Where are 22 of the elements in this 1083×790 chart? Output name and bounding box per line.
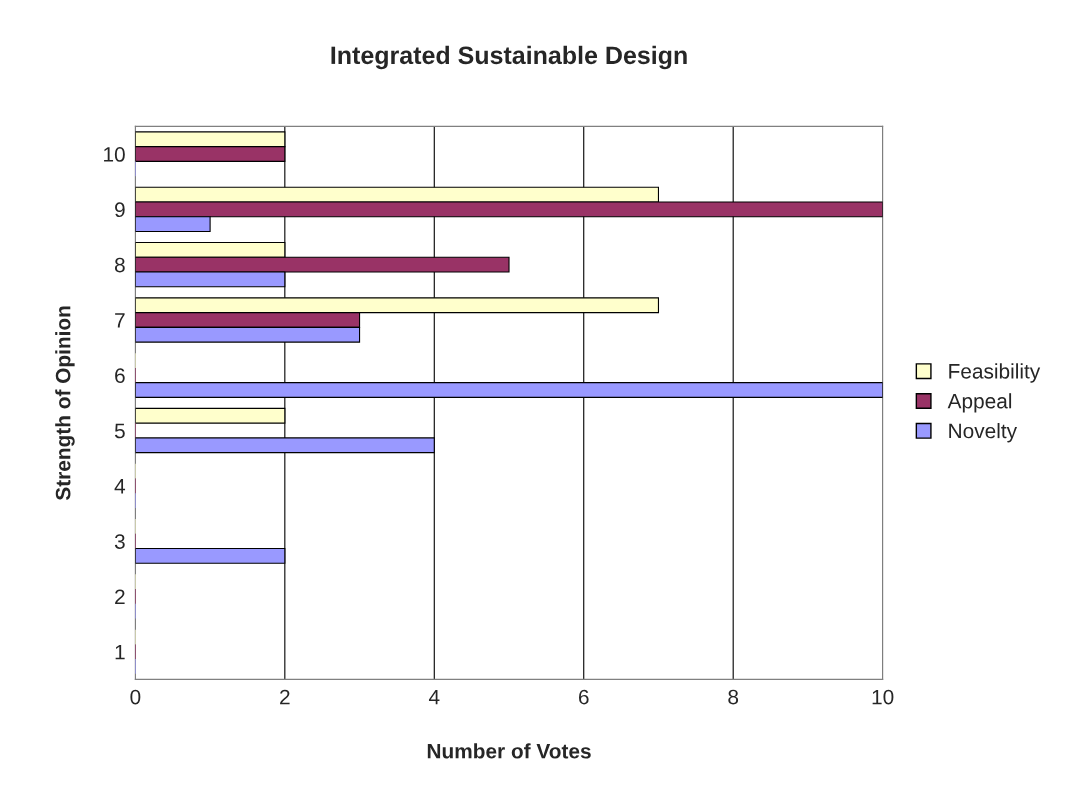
y-tick-label: 3 [114,534,125,549]
x-tick-label: 4 [428,689,440,705]
y-tick-label: 5 [114,423,125,439]
y-tick-label: 4 [114,479,126,494]
y-tick-label: 6 [115,368,125,383]
y-tick-label: 9 [115,202,125,218]
legend-label: Appeal [947,393,1012,413]
chart-title: Integrated Sustainable Design [331,45,687,70]
legend-label: Novelty [949,423,1018,443]
x-tick-label: 6 [579,689,589,705]
x-tick-label: 10 [872,689,894,705]
x-axis-title: Number of Votes [427,743,591,759]
y-tick-label: 7 [115,313,125,328]
y-axis-title: Strength of Opinion [55,306,75,501]
x-tick-label: 8 [728,689,739,705]
y-tick-label: 2 [115,589,125,604]
y-tick-label: 10 [104,147,125,162]
x-tick-label: 0 [130,689,141,705]
y-tick-label: 8 [114,257,125,273]
y-tick-label: 1 [115,644,125,660]
legend-label: Feasibility [949,363,1041,383]
x-tick-label: 2 [280,689,290,705]
